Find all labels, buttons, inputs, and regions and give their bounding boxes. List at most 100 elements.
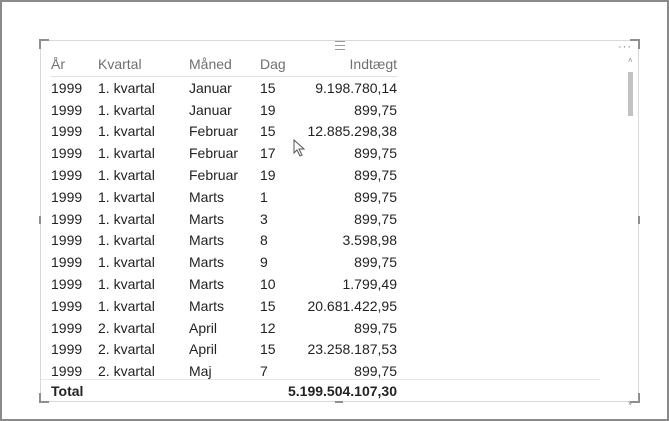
drag-grip-icon[interactable] <box>335 41 345 50</box>
cell-quarter: 2. kvartal <box>98 319 155 336</box>
cell-year: 1999 <box>51 341 83 358</box>
cell-quarter: 1. kvartal <box>98 167 155 184</box>
cell-revenue: 899,75 <box>354 210 397 227</box>
cell-year: 1999 <box>51 297 83 314</box>
cell-quarter: 1. kvartal <box>98 232 155 249</box>
scroll-thumb[interactable] <box>628 72 633 116</box>
table-row[interactable]: 1999 2. kvartal April 15 23.258.187,53 <box>51 339 397 361</box>
cell-year: 1999 <box>51 210 83 227</box>
cell-year: 1999 <box>51 167 83 184</box>
cell-year: 1999 <box>51 363 83 380</box>
cell-year: 1999 <box>51 145 83 162</box>
table-row[interactable]: 1999 1. kvartal Februar 19 899,75 <box>51 164 397 186</box>
table-row[interactable]: 1999 1. kvartal Februar 17 899,75 <box>51 142 397 164</box>
cell-quarter: 1. kvartal <box>98 145 155 162</box>
column-header-month[interactable]: Måned <box>189 54 260 77</box>
scroll-up-icon[interactable]: ˄ <box>628 56 633 65</box>
cell-day: 15 <box>260 123 276 140</box>
cell-year: 1999 <box>51 101 83 118</box>
total-row: Total 5.199.504.107,30 <box>41 379 600 402</box>
cell-year: 1999 <box>51 123 83 140</box>
cell-year: 1999 <box>51 276 83 293</box>
cell-day: 3 <box>260 210 268 227</box>
table-row[interactable]: 1999 1. kvartal Marts 3 899,75 <box>51 208 397 230</box>
cell-revenue: 23.258.187,53 <box>307 341 397 358</box>
cell-revenue: 899,75 <box>354 188 397 205</box>
table-row[interactable]: 1999 1. kvartal Marts 15 20.681.422,95 <box>51 295 397 317</box>
cell-day: 10 <box>260 276 276 293</box>
cell-quarter: 1. kvartal <box>98 254 155 271</box>
table-row[interactable]: 1999 2. kvartal Maj 7 899,75 <box>51 360 397 382</box>
table-row[interactable]: 1999 1. kvartal Marts 8 3.598,98 <box>51 230 397 252</box>
ellipsis-icon[interactable]: ··· <box>618 41 632 53</box>
cell-quarter: 1. kvartal <box>98 210 155 227</box>
scroll-down-icon[interactable]: ˅ <box>628 399 633 408</box>
cell-year: 1999 <box>51 79 83 96</box>
cell-revenue: 899,75 <box>354 145 397 162</box>
cell-day: 1 <box>260 188 268 205</box>
cell-month: Marts <box>189 276 224 293</box>
total-label: Total <box>51 383 84 399</box>
table-header-row: År Kvartal Måned Dag Indtægt <box>51 54 397 77</box>
cell-month: Januar <box>189 79 232 96</box>
cell-revenue: 12.885.298,38 <box>307 123 397 140</box>
column-header-year[interactable]: År <box>51 54 98 77</box>
cell-day: 15 <box>260 79 276 96</box>
cell-month: Februar <box>189 123 239 140</box>
cell-month: Marts <box>189 188 224 205</box>
cell-revenue: 1.799,49 <box>342 276 398 293</box>
cell-revenue: 3.598,98 <box>342 232 398 249</box>
column-header-revenue[interactable]: Indtægt <box>302 54 397 77</box>
cell-day: 15 <box>260 341 276 358</box>
table-row[interactable]: 1999 1. kvartal Januar 19 899,75 <box>51 99 397 121</box>
table-visual[interactable]: ··· År Kvartal Måned Dag Indtægt 1999 1. … <box>39 39 640 408</box>
cell-month: Januar <box>189 101 232 118</box>
resize-handle-top-right[interactable] <box>630 39 640 49</box>
cell-revenue: 899,75 <box>354 363 397 380</box>
vertical-scrollbar[interactable]: ˄ ˅ <box>628 56 634 408</box>
table-row[interactable]: 1999 2. kvartal April 12 899,75 <box>51 317 397 339</box>
cell-day: 9 <box>260 254 268 271</box>
cell-month: Februar <box>189 167 239 184</box>
resize-handle-bottom-right[interactable] <box>630 393 640 403</box>
cell-quarter: 1. kvartal <box>98 297 155 314</box>
cell-quarter: 1. kvartal <box>98 79 155 96</box>
table-row[interactable]: 1999 1. kvartal Marts 9 899,75 <box>51 251 397 273</box>
cell-revenue: 899,75 <box>354 101 397 118</box>
resize-handle-right[interactable] <box>638 216 640 224</box>
cell-month: April <box>189 341 218 358</box>
column-header-quarter[interactable]: Kvartal <box>98 54 189 77</box>
cell-quarter: 1. kvartal <box>98 276 155 293</box>
cell-revenue: 20.681.422,95 <box>307 297 397 314</box>
resize-handle-top-left[interactable] <box>39 39 49 49</box>
column-header-day[interactable]: Dag <box>260 54 302 77</box>
cell-month: Marts <box>189 232 224 249</box>
resize-handle-bottom[interactable] <box>335 401 343 403</box>
cell-year: 1999 <box>51 319 83 336</box>
cell-year: 1999 <box>51 254 83 271</box>
cell-year: 1999 <box>51 232 83 249</box>
cell-revenue: 899,75 <box>354 254 397 271</box>
cell-day: 19 <box>260 167 276 184</box>
table-row[interactable]: 1999 1. kvartal Februar 15 12.885.298,38 <box>51 121 397 143</box>
cell-day: 12 <box>260 319 276 336</box>
resize-handle-left[interactable] <box>39 216 41 224</box>
table-row[interactable]: 1999 1. kvartal Januar 15 9.198.780,14 <box>51 77 397 99</box>
resize-handle-bottom-left[interactable] <box>39 393 49 403</box>
table-row[interactable]: 1999 1. kvartal Marts 1 899,75 <box>51 186 397 208</box>
cell-revenue: 9.198.780,14 <box>315 79 397 96</box>
table-row[interactable]: 1999 1. kvartal Marts 10 1.799,49 <box>51 273 397 295</box>
cell-month: Marts <box>189 254 224 271</box>
cell-day: 17 <box>260 145 276 162</box>
cell-day: 7 <box>260 363 268 380</box>
cell-quarter: 1. kvartal <box>98 123 155 140</box>
cell-quarter: 2. kvartal <box>98 363 155 380</box>
total-value: 5.199.504.107,30 <box>288 383 397 399</box>
cell-month: Februar <box>189 145 239 162</box>
cell-month: Marts <box>189 210 224 227</box>
cell-day: 8 <box>260 232 268 249</box>
cell-day: 19 <box>260 101 276 118</box>
cell-month: April <box>189 319 218 336</box>
cell-month: Marts <box>189 297 224 314</box>
cell-day: 15 <box>260 297 276 314</box>
